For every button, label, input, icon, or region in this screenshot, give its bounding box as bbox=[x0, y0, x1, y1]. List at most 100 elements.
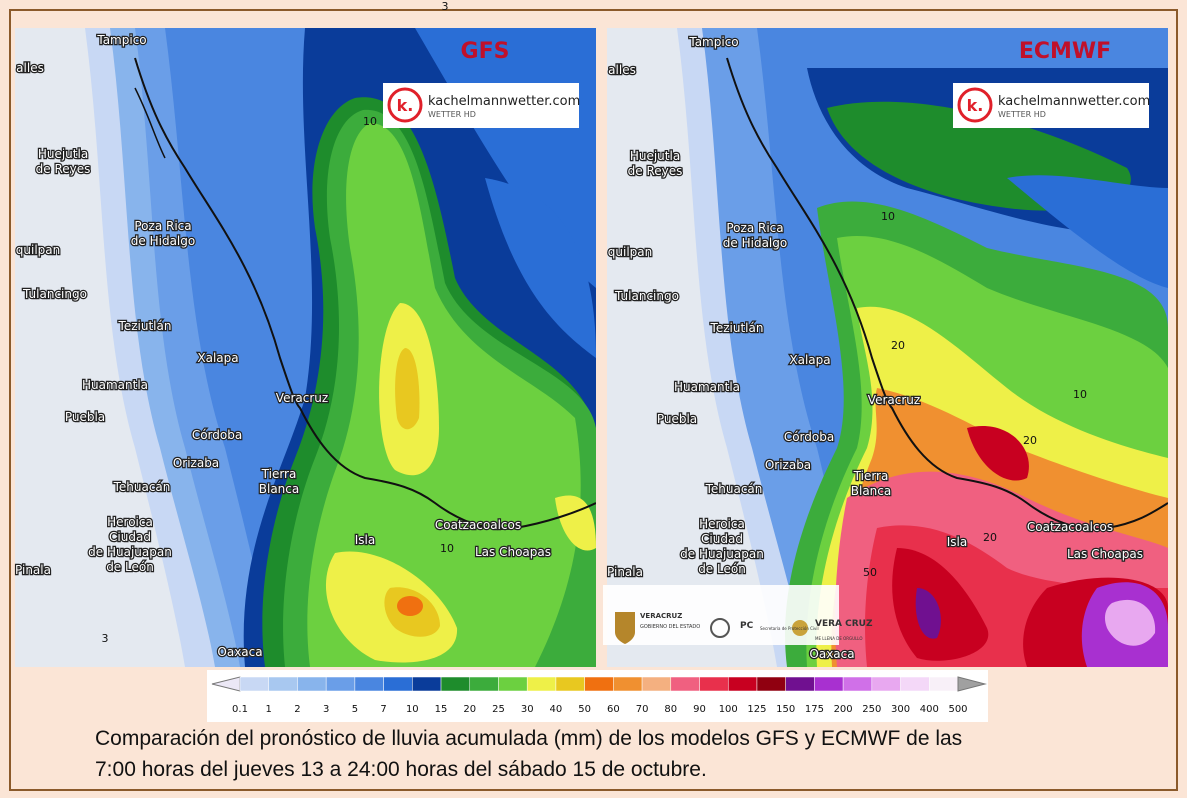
city-label: Isla bbox=[355, 533, 375, 547]
city-label: Pinala bbox=[15, 563, 51, 577]
sponsor-text: VERA CRUZ bbox=[815, 619, 873, 629]
legend-label: 25 bbox=[492, 704, 505, 715]
legend-label: 50 bbox=[578, 704, 591, 715]
legend-swatch bbox=[842, 676, 873, 692]
legend-label: 20 bbox=[463, 704, 476, 715]
city-label: Las Choapas bbox=[1067, 547, 1143, 561]
legend-label: 150 bbox=[776, 704, 795, 715]
panel-title: ECMWF bbox=[1019, 39, 1111, 64]
city-label: Puebla bbox=[657, 412, 697, 426]
legend-swatch bbox=[555, 676, 585, 692]
logo-icon bbox=[957, 87, 993, 123]
sponsor-text: Secretaría de Protección Civil bbox=[760, 626, 819, 631]
city-label: Tulancingo bbox=[614, 289, 679, 303]
city-label: Coatzacoalcos bbox=[1027, 520, 1113, 534]
legend-label: 40 bbox=[550, 704, 563, 715]
logo-mark: k. bbox=[967, 96, 984, 115]
city-label: Tehuacán bbox=[113, 480, 171, 494]
legend-label: 125 bbox=[747, 704, 766, 715]
contour-label: 10 bbox=[881, 210, 895, 223]
city-label: Tierra bbox=[261, 467, 297, 481]
legend-label: 15 bbox=[435, 704, 448, 715]
contour-label: 20 bbox=[1023, 434, 1037, 447]
city-label: Tehuacán bbox=[705, 482, 763, 496]
city-label: Tierra bbox=[853, 469, 889, 483]
legend-label: 175 bbox=[805, 704, 824, 715]
city-label: Isla bbox=[947, 535, 967, 549]
legend-label: 200 bbox=[834, 704, 853, 715]
legend-swatch bbox=[900, 676, 930, 692]
legend-label: 1 bbox=[266, 704, 272, 715]
legend-label: 250 bbox=[862, 704, 881, 715]
logo-icon bbox=[387, 87, 423, 123]
legend-label: 3 bbox=[323, 704, 329, 715]
logo-name: kachelmannwetter.com bbox=[428, 94, 580, 109]
city-label: Tampico bbox=[96, 33, 146, 47]
city-label: alles bbox=[16, 61, 44, 75]
legend-swatch bbox=[613, 676, 643, 692]
contour-label: 20 bbox=[891, 339, 905, 352]
legend-swatch bbox=[268, 676, 298, 692]
city-label: Orizaba bbox=[765, 458, 811, 472]
city-label: de Huajuapan bbox=[680, 547, 764, 561]
city-label: de Reyes bbox=[628, 164, 683, 178]
city-label: Huamantla bbox=[82, 378, 148, 392]
city-label: alles bbox=[608, 63, 636, 77]
legend-label: 30 bbox=[521, 704, 534, 715]
legend-label: 400 bbox=[920, 704, 939, 715]
map-gfs bbox=[15, 28, 596, 667]
city-label: Orizaba bbox=[173, 456, 219, 470]
city-label: Heroica bbox=[107, 515, 153, 529]
contour-label: 50 bbox=[863, 566, 877, 579]
legend-label: 80 bbox=[664, 704, 677, 715]
legend-swatch bbox=[526, 676, 557, 692]
legend-label: 5 bbox=[352, 704, 358, 715]
city-label: Tulancingo bbox=[22, 287, 87, 301]
city-label: de León bbox=[698, 562, 746, 576]
city-label: de Huajuapan bbox=[88, 545, 172, 559]
legend-swatch bbox=[641, 676, 672, 692]
legend-swatch bbox=[699, 676, 729, 692]
city-label: Ciudad bbox=[701, 532, 743, 546]
contour-label: 3 bbox=[442, 0, 449, 13]
city-label: Córdoba bbox=[192, 428, 242, 442]
legend-swatch bbox=[297, 676, 327, 692]
city-label: Huejutla bbox=[630, 149, 680, 163]
legend-arrow-right bbox=[957, 676, 987, 692]
sponsor-vc bbox=[792, 620, 808, 636]
city-label: Tampico bbox=[688, 35, 738, 49]
legend-swatch bbox=[727, 676, 758, 692]
city-label: quilpan bbox=[16, 243, 60, 257]
caption: 7:00 horas del jueves 13 a 24:00 horas d… bbox=[95, 758, 707, 781]
city-label: Huejutla bbox=[38, 147, 88, 161]
city-label: Xalapa bbox=[197, 351, 238, 365]
logo-sub: WETTER HD bbox=[428, 110, 476, 119]
legend-swatch bbox=[929, 676, 959, 692]
city-label: Pinala bbox=[607, 565, 643, 579]
legend-swatch bbox=[354, 676, 384, 692]
city-label: de León bbox=[106, 560, 154, 574]
legend-swatch bbox=[440, 676, 471, 692]
legend-swatch bbox=[756, 676, 786, 692]
contour-label: 3 bbox=[102, 632, 109, 645]
legend-label: 2 bbox=[294, 704, 300, 715]
sponsor-text: PC bbox=[740, 621, 754, 631]
city-label: de Hidalgo bbox=[723, 236, 787, 250]
city-label: Huamantla bbox=[674, 380, 740, 394]
city-label: Córdoba bbox=[784, 430, 834, 444]
logo-sub: WETTER HD bbox=[998, 110, 1046, 119]
city-label: Veracruz bbox=[276, 391, 328, 405]
city-label: Veracruz bbox=[868, 393, 920, 407]
sponsor-shield bbox=[615, 612, 635, 644]
legend-swatch bbox=[325, 676, 356, 692]
panel-title: GFS bbox=[461, 39, 510, 64]
legend-swatch bbox=[670, 676, 700, 692]
legend-swatch bbox=[584, 676, 614, 692]
city-label: quilpan bbox=[608, 245, 652, 259]
contour-label: 10 bbox=[363, 115, 377, 128]
city-label: Poza Rica bbox=[726, 221, 783, 235]
legend-swatch bbox=[785, 676, 815, 692]
sponsor-text: GOBIERNO DEL ESTADO bbox=[640, 624, 700, 630]
logo-name: kachelmannwetter.com bbox=[998, 94, 1150, 109]
